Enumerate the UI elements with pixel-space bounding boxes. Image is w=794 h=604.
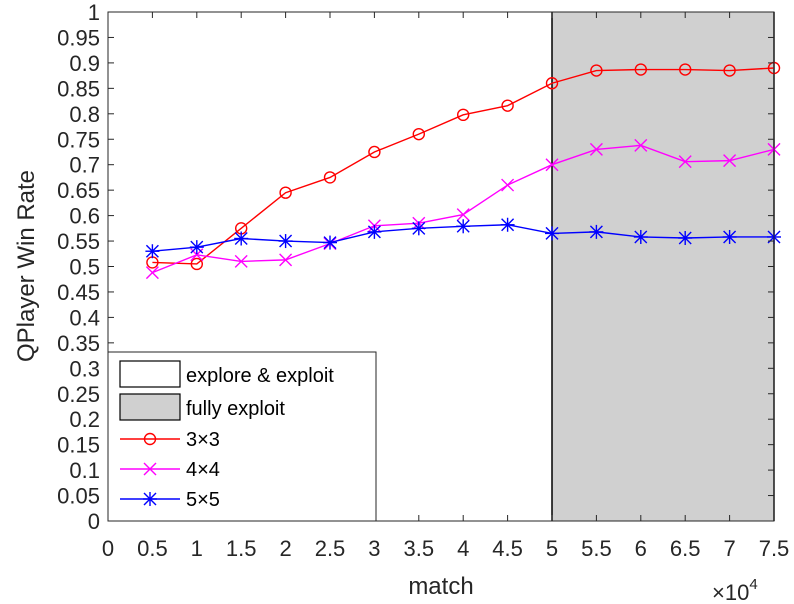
series-0-point bbox=[190, 257, 204, 271]
legend-marker-1 bbox=[143, 462, 157, 476]
x-exponent-power: 4 bbox=[749, 576, 757, 593]
x-tick-label: 7 bbox=[723, 536, 735, 561]
y-tick-label: 0.85 bbox=[57, 76, 100, 101]
x-exponent-label: ×104 bbox=[712, 576, 758, 604]
series-2-point bbox=[589, 224, 604, 239]
series-0-point bbox=[590, 64, 603, 77]
legend-marker-2 bbox=[143, 492, 157, 506]
x-tick-label: 5.5 bbox=[581, 536, 612, 561]
series-1-point bbox=[456, 208, 470, 222]
x-tick-label: 3.5 bbox=[404, 536, 435, 561]
series-1-point bbox=[545, 158, 559, 172]
series-2-point bbox=[145, 244, 160, 259]
y-tick-label: 0.6 bbox=[69, 204, 100, 229]
y-tick-label: 0 bbox=[88, 509, 100, 534]
series-0-point bbox=[679, 63, 692, 76]
x-tick-label: 2.5 bbox=[315, 536, 346, 561]
series-0-point bbox=[457, 108, 470, 122]
x-tick-label: 0.5 bbox=[137, 536, 168, 561]
y-tick-label: 0.55 bbox=[57, 229, 100, 254]
y-tick-label: 0.9 bbox=[69, 51, 100, 76]
x-tick-label: 6 bbox=[635, 536, 647, 561]
series-1-point bbox=[279, 253, 293, 267]
series-2-point bbox=[278, 234, 293, 249]
series-2-point bbox=[678, 230, 693, 245]
y-tick-label: 0.15 bbox=[57, 433, 100, 458]
series-1-point bbox=[678, 155, 692, 169]
series-0-point bbox=[279, 186, 292, 199]
y-tick-label: 0.25 bbox=[57, 382, 100, 407]
y-tick-label: 0.1 bbox=[69, 458, 100, 483]
x-axis-title: match bbox=[408, 573, 473, 600]
y-tick-label: 0.35 bbox=[57, 331, 100, 356]
x-tick-label: 6.5 bbox=[670, 536, 701, 561]
y-tick-label: 0.3 bbox=[69, 356, 100, 381]
legend-label-3x3: 3×3 bbox=[186, 429, 220, 451]
legend-label-5x5: 5×5 bbox=[186, 489, 220, 511]
x-tick-label: 3 bbox=[368, 536, 380, 561]
x-tick-label: 1 bbox=[191, 536, 203, 561]
y-axis-title: QPlayer Win Rate bbox=[13, 170, 40, 362]
legend: explore & exploit fully exploit 3×3 4×4 … bbox=[107, 351, 377, 522]
series-0-point bbox=[412, 127, 425, 141]
series-1-point bbox=[145, 266, 159, 280]
series-1-point bbox=[234, 254, 248, 268]
y-tick-label: 0.75 bbox=[57, 127, 100, 152]
legend-label-4x4: 4×4 bbox=[186, 459, 220, 481]
y-tick-label: 0.2 bbox=[69, 407, 100, 432]
series-2-point bbox=[633, 229, 648, 244]
legend-series bbox=[120, 432, 180, 506]
series-2-point bbox=[367, 224, 382, 239]
ticks-layer: 0 0.5 1 1.5 2 2.5 3 3.5 4 4.5 5 5.5 6 6.5 7 7.500.050.1… bbox=[57, 0, 789, 561]
series-line-0 bbox=[152, 67, 775, 265]
y-tick-label: 0.45 bbox=[57, 280, 100, 305]
x-tick-label: 0 bbox=[102, 536, 114, 561]
region-1 bbox=[552, 12, 774, 521]
series-2-point bbox=[500, 217, 515, 232]
series-0-point bbox=[368, 145, 381, 159]
y-tick-label: 0.5 bbox=[69, 255, 100, 280]
legend-swatch-fully-exploit bbox=[119, 393, 181, 421]
legend-swatch-explore bbox=[119, 360, 181, 388]
x-tick-label: 4 bbox=[457, 536, 469, 561]
series-2-point bbox=[411, 221, 426, 236]
x-tick-label: 2 bbox=[279, 536, 291, 561]
series-2-point bbox=[545, 226, 559, 241]
series-0-point bbox=[501, 99, 514, 112]
series-2-point bbox=[323, 235, 337, 250]
series-2-point bbox=[722, 229, 737, 244]
y-tick-label: 0.65 bbox=[57, 178, 100, 203]
x-tick-label: 4.5 bbox=[492, 536, 523, 561]
x-tick-label: 1.5 bbox=[226, 536, 257, 561]
series-0-point bbox=[723, 64, 736, 77]
legend-label-explore: explore & exploit bbox=[186, 365, 334, 387]
y-tick-label: 0.05 bbox=[57, 484, 100, 509]
legend-marker-0 bbox=[143, 432, 157, 446]
x-tick-label: 5 bbox=[546, 536, 558, 561]
legend-label-fully-exploit: fully exploit bbox=[186, 398, 285, 420]
y-tick-label: 0.4 bbox=[69, 305, 100, 330]
series-0-point bbox=[323, 171, 337, 184]
series-0-point bbox=[634, 63, 647, 76]
x-tick-label: 7.5 bbox=[759, 536, 790, 561]
y-tick-label: 0.8 bbox=[69, 102, 100, 127]
series-2-point bbox=[189, 240, 204, 255]
x-exponent-base: ×10 bbox=[712, 580, 749, 604]
series-2-point bbox=[234, 231, 249, 246]
y-tick-label: 1 bbox=[88, 0, 100, 25]
series-2-point bbox=[456, 219, 471, 234]
y-tick-label: 0.7 bbox=[69, 153, 100, 178]
y-tick-label: 0.95 bbox=[57, 25, 100, 50]
series-1-point bbox=[589, 142, 603, 156]
series-1-point bbox=[634, 138, 648, 152]
series-1-point bbox=[723, 154, 737, 168]
series-0-point bbox=[545, 77, 559, 90]
series-1-point bbox=[501, 178, 515, 192]
